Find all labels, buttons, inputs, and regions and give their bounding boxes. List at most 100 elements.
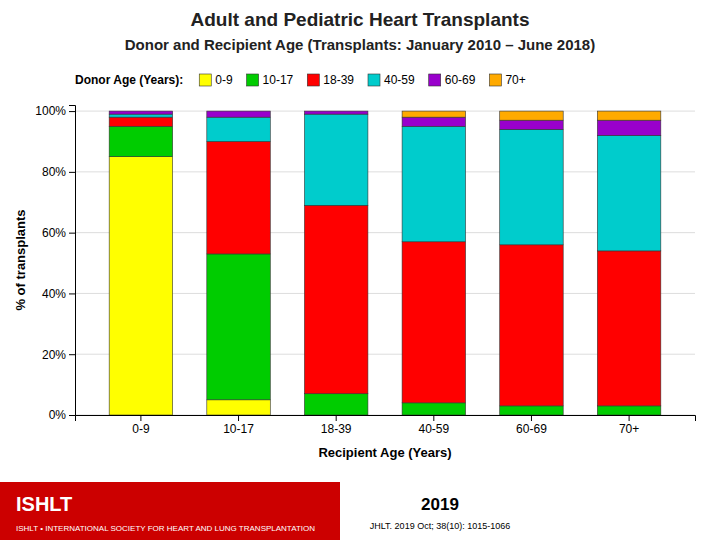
legend-swatch xyxy=(368,74,380,86)
legend-label: 40-59 xyxy=(384,73,415,87)
x-tick-mark xyxy=(629,415,630,421)
y-tick: 100% xyxy=(35,104,75,118)
grid xyxy=(75,111,695,415)
bar xyxy=(597,406,660,415)
legend-item: 10-17 xyxy=(247,73,294,87)
x-tick-mark xyxy=(433,415,434,421)
chart: Adult and Pediatric Heart Transplants Don… xyxy=(0,0,720,540)
x-tick: 0-9 xyxy=(132,415,150,436)
series xyxy=(109,111,661,135)
x-tick: 18-39 xyxy=(321,415,352,436)
legend-swatch xyxy=(247,74,259,86)
annotation: ISHLT xyxy=(16,493,72,515)
bar xyxy=(109,117,172,126)
bar xyxy=(109,114,172,117)
bar xyxy=(304,394,367,415)
bar xyxy=(402,126,465,241)
bar xyxy=(597,251,660,406)
y-tick-mark xyxy=(69,233,75,234)
series xyxy=(109,117,661,406)
legend-item: 70+ xyxy=(489,73,525,87)
bar xyxy=(402,242,465,403)
y-tick: 80% xyxy=(42,165,75,179)
legend-item: 18-39 xyxy=(307,73,354,87)
x-tick-mark xyxy=(140,415,141,421)
y-tick-label: 0% xyxy=(49,408,67,422)
bar xyxy=(109,111,172,112)
bar xyxy=(207,111,270,117)
x-tick-label: 0-9 xyxy=(132,422,150,436)
legend-label: 10-17 xyxy=(263,73,294,87)
legend: Donor Age (Years): 0-9 10-17 18-39 40-59 60-6… xyxy=(75,73,526,87)
bar xyxy=(207,141,270,253)
y-tick: 0% xyxy=(49,408,75,422)
y-tick: 60% xyxy=(42,226,75,240)
y-tick-mark xyxy=(69,293,75,294)
y-tick-mark xyxy=(69,354,75,355)
legend-item: 40-59 xyxy=(368,73,415,87)
x-axis: 0-9 10-17 18-39 40-59 60-69 70+ xyxy=(76,415,696,436)
bar xyxy=(207,254,270,400)
bar xyxy=(109,111,172,114)
y-tick-label: 100% xyxy=(35,104,66,118)
y-tick-mark xyxy=(69,172,75,173)
bar xyxy=(597,120,660,135)
x-axis-title: Recipient Age (Years) xyxy=(318,445,451,460)
legend-swatch xyxy=(489,74,501,86)
legend-label: 18-39 xyxy=(323,73,354,87)
y-tick-mark xyxy=(69,111,75,112)
y-axis-title: % of transplants xyxy=(13,209,28,310)
bar xyxy=(402,111,465,117)
bar xyxy=(109,157,172,415)
x-tick: 10-17 xyxy=(223,415,254,436)
bar xyxy=(109,126,172,156)
y-axis-line xyxy=(69,106,76,416)
bar xyxy=(304,111,367,112)
x-tick-label: 70+ xyxy=(619,422,639,436)
legend-swatch xyxy=(307,74,319,86)
bar xyxy=(500,120,563,129)
y-tick-label: 60% xyxy=(42,226,66,240)
title: Adult and Pediatric Heart Transplants xyxy=(191,9,530,30)
legend-label: 60-69 xyxy=(445,73,476,87)
annotation: ISHLT • INTERNATIONAL SOCIETY FOR HEART … xyxy=(16,524,315,533)
y-tick-mark xyxy=(69,415,75,416)
bar xyxy=(500,406,563,415)
x-tick: 60-69 xyxy=(516,415,547,436)
bar xyxy=(500,129,563,244)
x-axis-line xyxy=(76,416,696,422)
legend-item: 0-9 xyxy=(199,73,233,87)
bar xyxy=(304,205,367,393)
bar xyxy=(597,111,660,120)
series xyxy=(109,126,661,415)
subtitle: Donor and Recipient Age (Transplants: Ja… xyxy=(125,36,595,53)
y-tick-label: 20% xyxy=(42,348,66,362)
series xyxy=(109,114,661,251)
legend-swatch xyxy=(199,74,211,86)
x-tick: 40-59 xyxy=(418,415,449,436)
legend-swatch xyxy=(429,74,441,86)
y-tick: 20% xyxy=(42,348,75,362)
x-tick-label: 40-59 xyxy=(418,422,449,436)
bar xyxy=(304,111,367,114)
bar xyxy=(402,117,465,126)
legend-title: Donor Age (Years): xyxy=(75,73,183,87)
bars xyxy=(109,111,661,415)
y-tick-label: 40% xyxy=(42,287,66,301)
x-tick-label: 60-69 xyxy=(516,422,547,436)
x-tick-mark xyxy=(336,415,337,421)
annotation: 2019 xyxy=(421,495,459,514)
plot: 0% 20% 40% 60% 80% 100% 0-9 10-17 18-39 40-59 60-6… xyxy=(35,104,695,435)
bar xyxy=(402,403,465,415)
bar xyxy=(207,111,270,112)
legend-label: 0-9 xyxy=(215,73,233,87)
x-tick: 70+ xyxy=(619,415,639,436)
x-tick-label: 10-17 xyxy=(223,422,254,436)
annotation: JHLT. 2019 Oct; 38(10): 1015-1066 xyxy=(370,521,510,531)
x-tick-label: 18-39 xyxy=(321,422,352,436)
logo-box xyxy=(0,482,340,540)
x-tick-mark xyxy=(531,415,532,421)
x-tick-mark xyxy=(238,415,239,421)
bar xyxy=(304,114,367,205)
y-tick: 40% xyxy=(42,287,75,301)
